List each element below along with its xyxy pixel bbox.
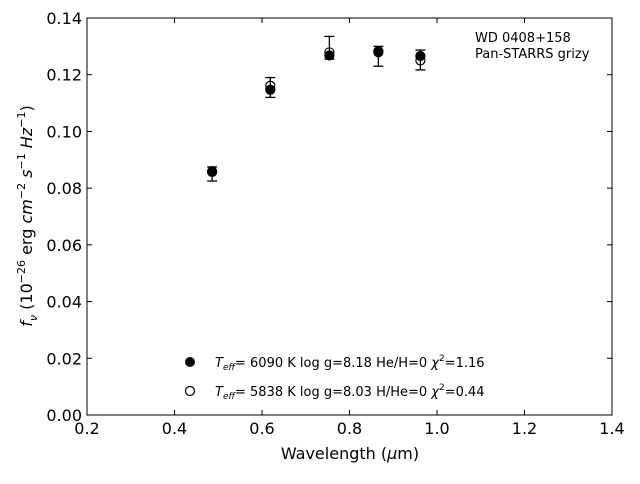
y-tick-label: 0.02 — [46, 349, 82, 368]
annotation-photometry: Pan-STARRS grizy — [475, 47, 590, 62]
x-tick-label: 0.4 — [162, 419, 187, 438]
x-axis-label: Wavelength (μm) — [281, 444, 419, 463]
legend-label-helium-model: Teff= 5838 K log g=8.03 H/He=0 χ2=0.44 — [215, 383, 485, 402]
data-point-open — [207, 166, 218, 178]
y-tick-label: 0.10 — [46, 122, 82, 141]
data-point-open — [415, 55, 426, 66]
legend-marker-open — [184, 385, 196, 397]
y-axis-label: fν (10−26 erg cm−2 s−1 Hz−1) — [15, 105, 40, 326]
legend-marker-filled — [185, 357, 195, 367]
data-point-open — [373, 47, 384, 58]
legend: Teff= 6090 K log g=8.18 He/H=0 χ2=1.16 T… — [184, 354, 485, 402]
y-tick-label: 0.08 — [46, 179, 82, 198]
legend-label-hydrogen-model: Teff= 6090 K log g=8.18 He/H=0 χ2=1.16 — [215, 354, 485, 373]
y-tick-label: 0.12 — [46, 66, 82, 85]
plot-frame — [86, 17, 613, 416]
data-point-open — [324, 47, 335, 58]
y-tick-label: 0.14 — [46, 9, 82, 28]
x-tick-label: 1.4 — [599, 419, 624, 438]
x-tick-label: 1.2 — [512, 419, 537, 438]
y-tick-label: 0.00 — [46, 406, 82, 425]
x-tick-label: 1.0 — [424, 419, 449, 438]
annotation-star-name: WD 0408+158 — [475, 31, 571, 46]
x-tick-label: 0.6 — [249, 419, 274, 438]
x-tick-label: 0.8 — [337, 419, 362, 438]
x-tick-label: 0.2 — [74, 419, 99, 438]
data-point-open — [265, 80, 276, 91]
y-tick-label: 0.04 — [46, 293, 82, 312]
data-point-filled — [324, 50, 335, 61]
y-tick-label: 0.06 — [46, 236, 82, 255]
